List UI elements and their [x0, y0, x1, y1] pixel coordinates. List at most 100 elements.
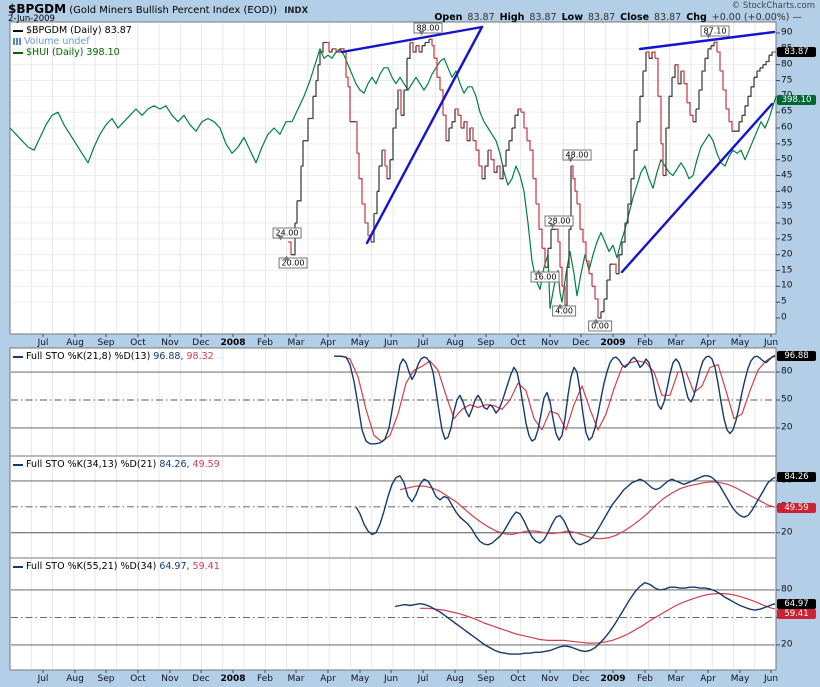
price-callout-label: 24.00: [272, 227, 302, 241]
volume-legend-label: Volume undef: [24, 36, 90, 47]
x-axis-label: Apr: [320, 674, 336, 684]
high-label: High: [499, 12, 525, 23]
sto-panel-3-k-value: 64.97,: [159, 561, 190, 572]
close-value: 83.87: [654, 12, 682, 23]
x-axis-label: Feb: [257, 338, 273, 348]
x-axis-label: 2009: [600, 338, 626, 348]
x-axis-label: Mar: [667, 674, 685, 684]
x-axis-label: Nov: [541, 674, 559, 684]
y-axis-label: 20: [781, 639, 793, 650]
x-axis-label: Aug: [66, 674, 84, 684]
y-axis-label: 50: [781, 154, 793, 165]
y-axis-label: 50: [781, 394, 793, 405]
last-value-box: 84.26: [777, 472, 816, 482]
x-axis-label: May: [730, 338, 750, 348]
price-callout-label: 87.10: [700, 25, 730, 39]
price-callout-label: 88.00: [413, 22, 443, 36]
sto-k-legend-dash-icon: [13, 355, 23, 358]
x-axis-label: May: [730, 674, 750, 684]
price-callout-label: 16.00: [530, 269, 560, 283]
x-axis-label: Apr: [320, 338, 336, 348]
sto-k-legend-dash-icon: [13, 463, 23, 466]
x-axis-label: Nov: [161, 338, 179, 348]
y-axis-label: 65: [781, 106, 793, 117]
hui-legend: $HUI (Daily) 398.10: [13, 47, 120, 58]
x-axis-label: Aug: [66, 338, 84, 348]
x-axis-label: Jun: [763, 338, 779, 348]
high-value: 83.87: [529, 12, 557, 23]
x-axis-label: Nov: [541, 338, 559, 348]
low-label: Low: [561, 12, 583, 23]
sto-k-legend-dash-icon: [13, 565, 23, 568]
x-axis-label: Jul: [417, 338, 429, 348]
x-axis-label: May: [350, 674, 370, 684]
open-label: Open: [434, 12, 463, 23]
price-callout-label: 20.00: [278, 255, 308, 269]
chg-value: +0.00 (+0.00%) —: [711, 12, 802, 23]
low-value: 83.87: [587, 12, 616, 23]
sto-panel-1-label: Full STO %K(21,8) %D(13): [26, 351, 151, 362]
y-axis-label: 55: [781, 138, 793, 149]
x-axis-label: Feb: [637, 338, 653, 348]
x-axis-label: Sep: [477, 674, 495, 684]
x-axis-label: Oct: [510, 338, 526, 348]
y-axis-label: 0: [781, 312, 787, 323]
y-axis-label: 80: [781, 59, 793, 70]
x-axis-label: Apr: [700, 338, 716, 348]
sto-panel-2-legend: Full STO %K(34,13) %D(21) 84.26, 49.59: [13, 459, 220, 470]
close-label: Close: [620, 12, 650, 23]
sto-panel-1-d-value: 98.32: [186, 351, 214, 362]
sto-panel-3-legend: Full STO %K(55,21) %D(34) 64.97, 59.41: [13, 561, 220, 572]
y-axis-label: 90: [781, 27, 793, 38]
copyright: © StockCharts.com: [731, 1, 815, 11]
x-axis-label: Jun: [383, 674, 399, 684]
y-axis-label: 20: [781, 422, 793, 433]
last-value-box: 64.97: [777, 599, 816, 609]
y-axis-label: 45: [781, 170, 793, 180]
x-axis-label: Jul: [417, 674, 429, 684]
x-axis-label: Dec: [192, 674, 210, 684]
x-axis-label: Jun: [763, 674, 779, 684]
volume-bars-icon: [13, 38, 21, 45]
sto-panel-2-k-value: 84.26,: [159, 459, 190, 470]
sto-panel-3-label: Full STO %K(55,21) %D(34): [26, 561, 157, 572]
sto-panel-2-d-value: 49.59: [192, 459, 220, 470]
sto-panel-1-k-value: 96.88,: [153, 351, 184, 362]
x-axis-label: Oct: [130, 338, 146, 348]
x-axis-label: Feb: [257, 674, 273, 684]
y-axis-label: 20: [781, 527, 793, 538]
x-axis-label: Jul: [37, 338, 49, 348]
x-axis-label: 2008: [220, 674, 246, 684]
x-axis-label: Sep: [97, 674, 115, 684]
y-axis-label: 20: [781, 249, 793, 260]
bpgdm-legend-dash-icon: [13, 29, 23, 32]
chart-date: 2-Jun-2009: [8, 14, 55, 24]
chg-label: Chg: [686, 12, 707, 23]
hui-legend-label: $HUI (Daily) 398.10: [26, 47, 120, 58]
x-axis-label: Sep: [477, 338, 495, 348]
x-axis-label: Mar: [287, 338, 305, 348]
hui-legend-dash-icon: [13, 51, 23, 54]
volume-legend: Volume undef: [13, 36, 90, 47]
y-axis-label: 35: [781, 201, 793, 212]
y-axis-label: 5: [781, 296, 787, 307]
x-axis-label: Aug: [446, 338, 464, 348]
x-axis-label: Dec: [192, 338, 210, 348]
y-axis-label: 30: [781, 217, 793, 228]
x-axis-label: Aug: [446, 674, 464, 684]
x-axis-label: 2009: [600, 674, 626, 684]
x-axis-label: Jun: [383, 338, 399, 348]
price-callout-label: 0.00: [588, 318, 612, 332]
x-axis-label: Dec: [572, 338, 590, 348]
y-axis-label: 80: [781, 366, 793, 377]
chart-header: $BPGDM (Gold Miners Bullish Percent Inde…: [8, 2, 308, 16]
price-callout-label: 4.00: [552, 303, 576, 317]
chart-title: (Gold Miners Bullish Percent Index (EOD)…: [69, 5, 278, 16]
x-axis-label: Jul: [37, 674, 49, 684]
sto-panel-3-d-value: 59.41: [192, 561, 220, 572]
y-axis-label: 25: [781, 233, 793, 244]
last-value-box: 49.59: [777, 503, 816, 513]
y-axis-label: 75: [781, 75, 793, 85]
